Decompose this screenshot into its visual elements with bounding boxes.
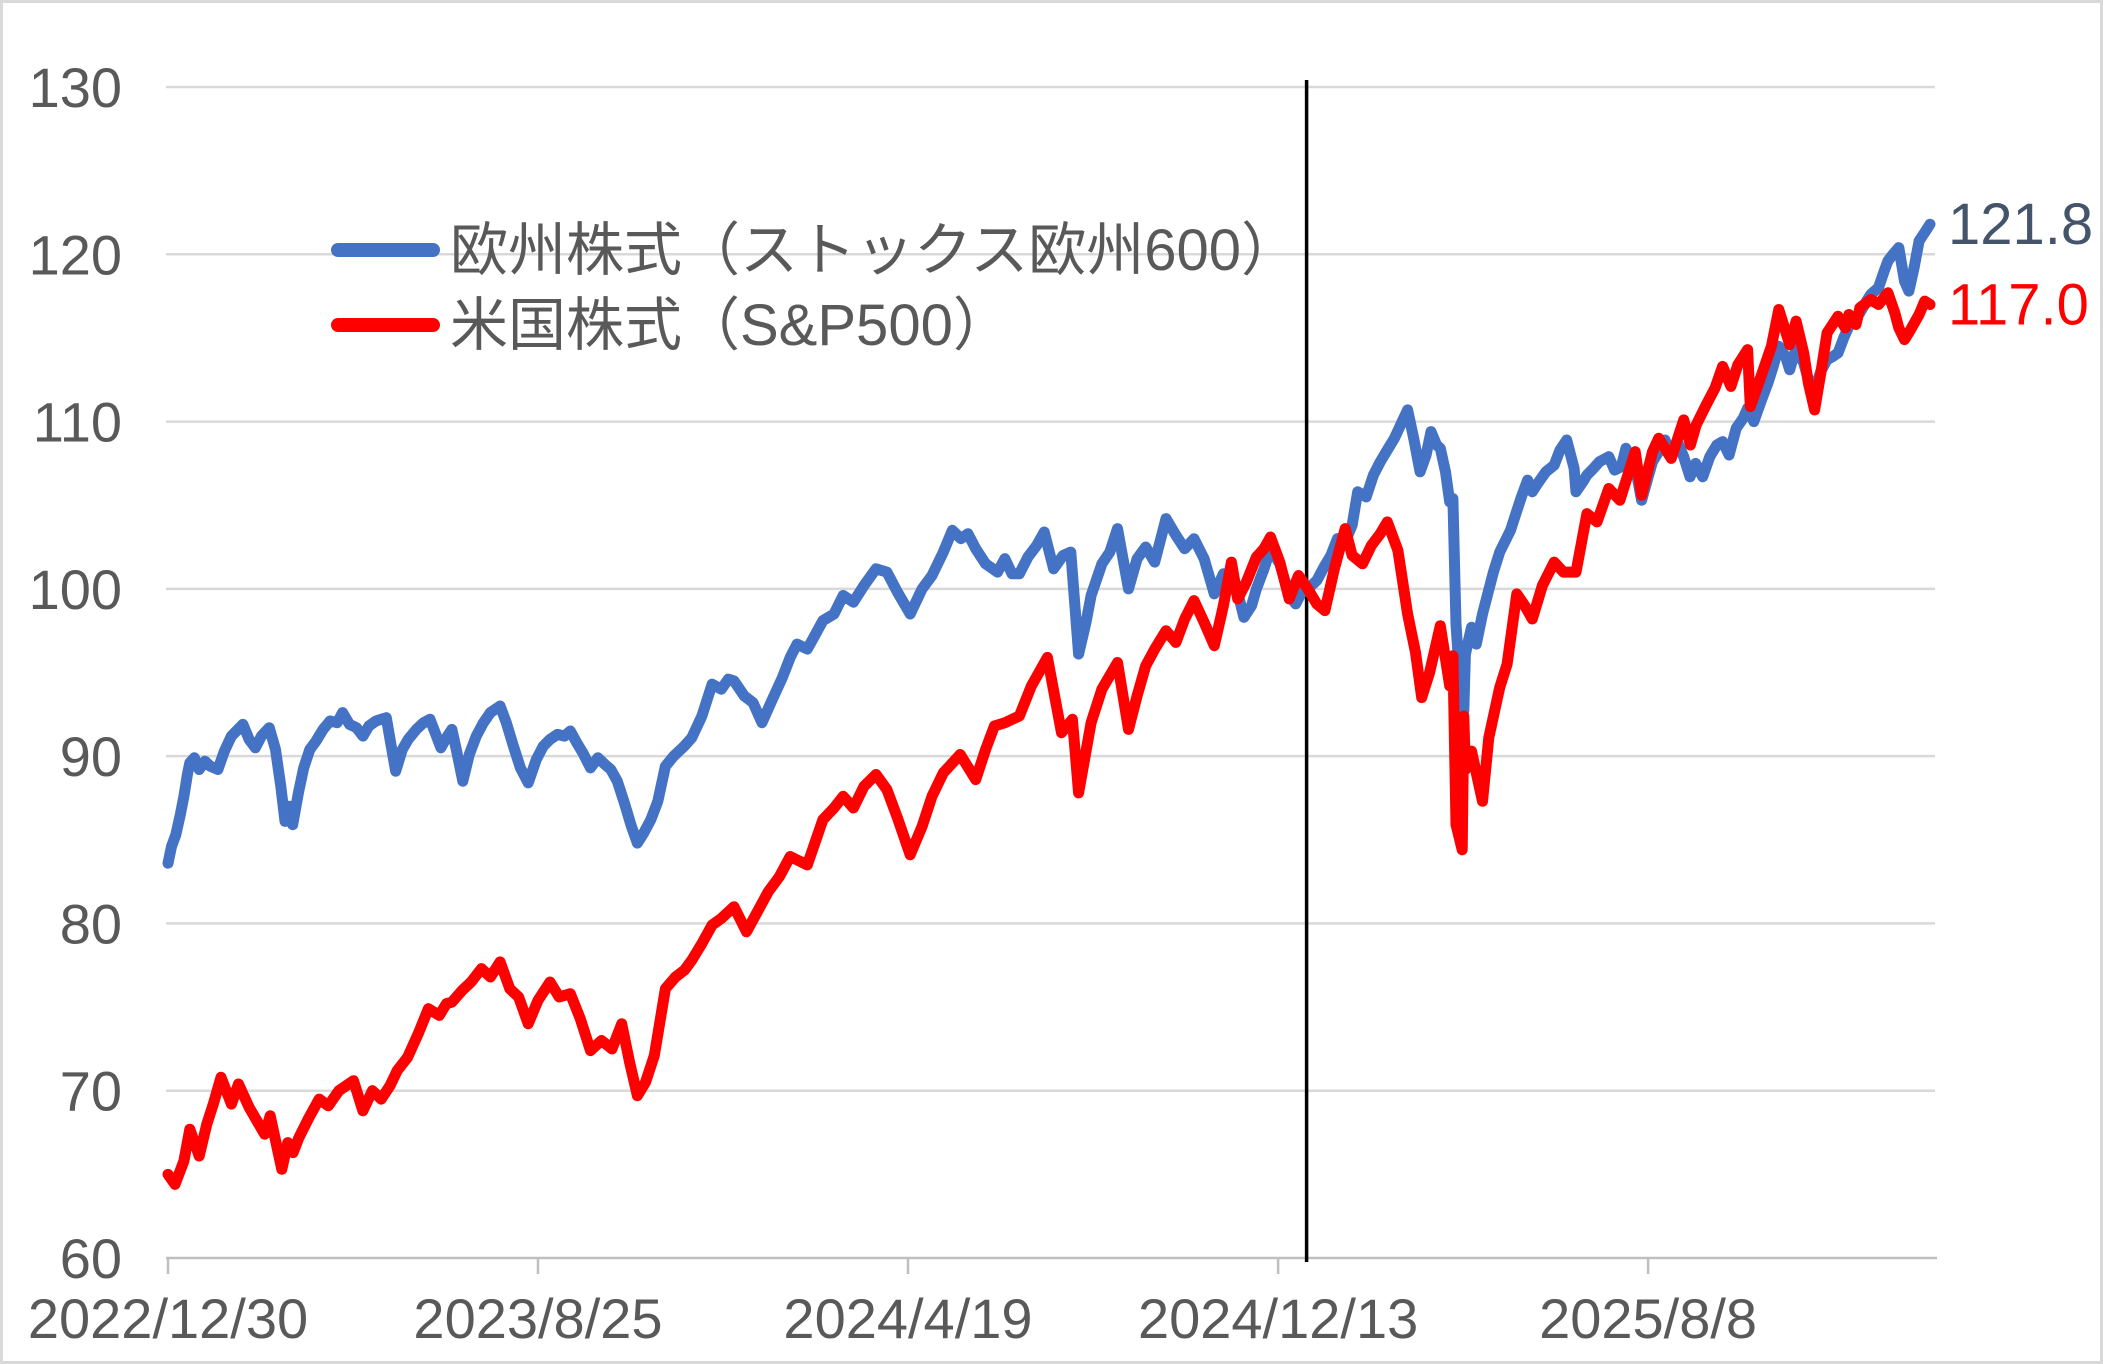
end-value-label-europe: 121.8 xyxy=(1948,192,2093,257)
y-tick-label-60: 60 xyxy=(60,1227,122,1290)
x-tick-label-4: 2025/8/8 xyxy=(1539,1287,1757,1350)
y-tick-label-70: 70 xyxy=(60,1060,122,1123)
series-lines xyxy=(162,218,1936,1190)
series-line-us xyxy=(162,287,1936,1190)
y-tick-label-100: 100 xyxy=(29,558,122,621)
x-tick-label-0: 2022/12/30 xyxy=(28,1287,308,1350)
legend-label-us: 米国株式（S&P500） xyxy=(450,293,1011,358)
y-tick-label-130: 130 xyxy=(29,56,122,119)
y-tick-label-80: 80 xyxy=(60,892,122,955)
x-tick-label-3: 2024/12/13 xyxy=(1138,1287,1418,1350)
y-tick-label-110: 110 xyxy=(33,391,122,454)
y-axis-labels: 60 70 80 90 100 110 120 130 xyxy=(29,56,122,1290)
x-tick-label-1: 2023/8/25 xyxy=(413,1287,662,1350)
end-value-label-us: 117.0 xyxy=(1948,273,2089,338)
x-axis-labels: 2022/12/30 2023/8/25 2024/4/19 2024/12/13 20… xyxy=(28,1287,1757,1350)
x-axis xyxy=(166,1256,1937,1274)
legend-label-europe: 欧州株式（ストックス欧州600） xyxy=(450,218,1299,283)
legend: 欧州株式（ストックス欧州600） 米国株式（S&P500） xyxy=(331,218,1299,358)
y-tick-label-90: 90 xyxy=(60,725,122,788)
y-tick-label-120: 120 xyxy=(29,223,122,286)
x-tick-label-2: 2024/4/19 xyxy=(783,1287,1032,1350)
